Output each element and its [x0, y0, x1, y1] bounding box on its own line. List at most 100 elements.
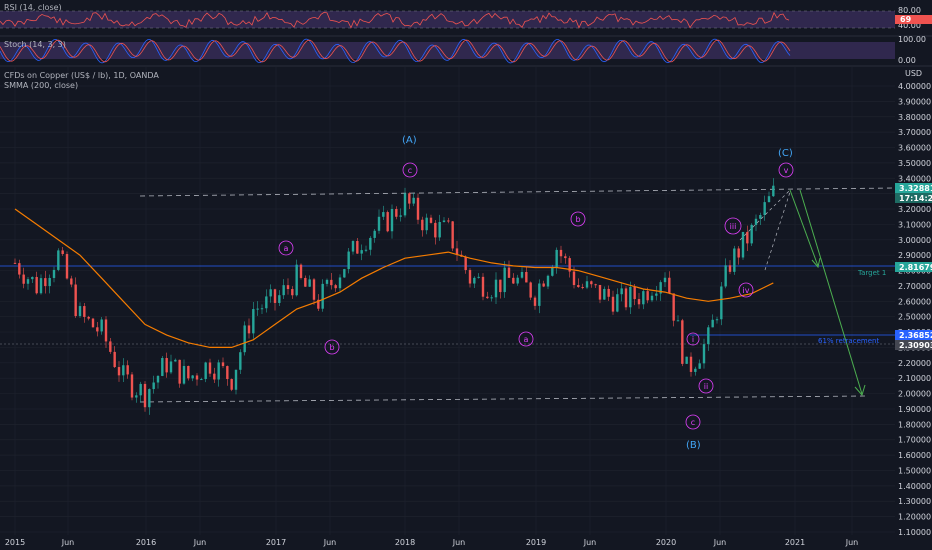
candle-body — [143, 383, 147, 408]
time-tick-label: Jun — [61, 538, 75, 547]
candle-body — [559, 249, 563, 257]
symbol-title: CFDs on Copper (US$ / lb), 1D, OANDA — [4, 71, 159, 80]
candle-body — [26, 279, 30, 284]
svg-text:2.81679: 2.81679 — [899, 263, 932, 272]
candle-body — [135, 395, 138, 398]
retracement-label: 61% retracement — [818, 337, 879, 345]
candle-body — [659, 282, 662, 294]
candle-body — [520, 271, 524, 278]
candle-body — [438, 221, 441, 238]
svg-text:17:14:22: 17:14:22 — [899, 194, 932, 203]
candle-body — [22, 274, 25, 284]
price-candles — [13, 178, 775, 415]
svg-text:iii: iii — [730, 222, 737, 231]
candle-body — [767, 196, 771, 203]
projection-long-arrow — [799, 189, 863, 395]
time-tick-label: Jun — [323, 538, 337, 547]
candle-body — [35, 276, 38, 294]
candle-body — [412, 197, 415, 204]
price-tick-label: 3.90000 — [898, 97, 931, 106]
candle-body — [200, 379, 203, 381]
candle-body — [74, 284, 77, 317]
candle-body — [468, 270, 472, 284]
wave-ii: ii — [698, 378, 714, 394]
candle-body — [737, 248, 740, 258]
projection-long-arrowhead — [854, 384, 866, 397]
candle-body — [503, 267, 506, 293]
candle-body — [269, 289, 272, 297]
candle-body — [187, 365, 190, 379]
candle-body — [685, 356, 688, 364]
candle-body — [178, 359, 181, 384]
candle-body — [707, 327, 710, 345]
candle-body — [585, 281, 589, 288]
candle-body — [330, 279, 333, 286]
candle-body — [308, 279, 311, 287]
candle-body — [18, 263, 21, 275]
candle-body — [694, 368, 697, 372]
candle-body — [356, 241, 359, 254]
candle-body — [44, 278, 47, 287]
candle-body — [247, 325, 251, 334]
time-tick-label: Jun — [845, 538, 859, 547]
candle-body — [70, 278, 73, 285]
candle-body — [213, 373, 216, 380]
time-tick-label: 2019 — [526, 538, 546, 547]
wave-iii: iii — [724, 217, 742, 235]
time-tick-label: 2020 — [656, 538, 676, 547]
candle-body — [507, 267, 511, 278]
candle-body — [533, 297, 537, 306]
candle-body — [152, 382, 155, 390]
price-tick-label: 3.60000 — [898, 144, 931, 153]
candle-body — [403, 193, 407, 216]
candle-body — [702, 344, 706, 364]
candle-body — [221, 362, 225, 367]
candle-body — [239, 352, 242, 370]
candle-body — [746, 231, 749, 244]
svg-text:iv: iv — [743, 286, 750, 295]
candle-body — [96, 327, 99, 332]
wave-i: i — [686, 332, 700, 346]
candle-body — [395, 208, 398, 217]
candle-body — [711, 319, 714, 328]
candle-body — [551, 267, 554, 276]
candle-body — [31, 276, 34, 280]
rsi-label: RSI (14, close) — [4, 3, 62, 12]
candle-body — [61, 250, 64, 255]
price-tick-label: 2.00000 — [898, 390, 931, 399]
time-tick-label: 2018 — [395, 538, 415, 547]
candle-body — [473, 277, 476, 284]
candle-body — [655, 293, 658, 296]
candle-body — [538, 283, 541, 306]
time-tick-label: 2021 — [785, 538, 805, 547]
price-tick-label: 1.50000 — [898, 466, 931, 475]
candle-body — [130, 374, 134, 398]
candle-body — [226, 366, 229, 380]
candle-body — [317, 299, 320, 309]
time-axis: 2015 Jun 2016 Jun 2017 Jun 2018 Jun 2019 Jun 2020 J… — [5, 538, 858, 547]
candle-body — [386, 212, 389, 232]
stoch-k-line — [0, 38, 791, 64]
candle-body — [581, 287, 584, 289]
candle-body — [13, 262, 17, 264]
time-tick-label: Jun — [583, 538, 597, 547]
candle-body — [195, 375, 199, 380]
price-tick-label: 2.90000 — [898, 251, 931, 260]
price-tick-label: 3.50000 — [898, 159, 931, 168]
wave-b1: b — [324, 339, 340, 355]
candle-body — [481, 276, 485, 297]
candle-body — [243, 325, 246, 353]
price-tick-label: 1.40000 — [898, 482, 931, 491]
price-tick-label: 3.00000 — [898, 236, 931, 245]
svg-text:b: b — [329, 343, 334, 352]
candle-body — [607, 288, 610, 297]
candle-body — [650, 295, 654, 301]
candle-body — [624, 288, 628, 308]
candle-body — [91, 318, 95, 328]
wave-B-label: (B) — [686, 440, 701, 451]
price-tick-label: 1.70000 — [898, 436, 931, 445]
candle-body — [499, 279, 502, 293]
candle-body — [594, 284, 597, 286]
candle-body — [633, 286, 636, 300]
